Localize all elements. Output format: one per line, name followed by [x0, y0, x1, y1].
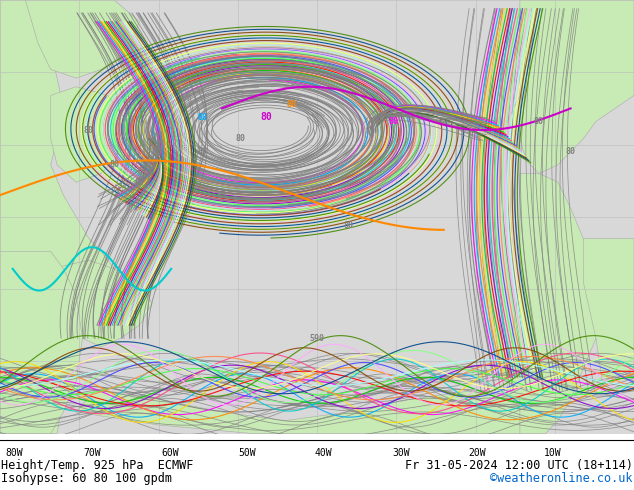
- Text: 80: 80: [534, 117, 544, 126]
- Text: 70W: 70W: [83, 448, 101, 458]
- Text: 80: 80: [261, 112, 272, 122]
- Text: Fr 31-05-2024 12:00 UTC (18+114): Fr 31-05-2024 12:00 UTC (18+114): [404, 459, 633, 472]
- Text: 80: 80: [134, 178, 145, 187]
- Polygon shape: [583, 239, 634, 382]
- Polygon shape: [51, 260, 152, 347]
- Text: 60W: 60W: [161, 448, 179, 458]
- Text: 80: 80: [344, 221, 354, 230]
- Polygon shape: [0, 0, 114, 434]
- Text: 30W: 30W: [392, 448, 410, 458]
- Text: 80: 80: [388, 117, 398, 126]
- Polygon shape: [507, 0, 634, 173]
- Polygon shape: [0, 251, 82, 434]
- Text: 50W: 50W: [238, 448, 256, 458]
- Text: ©weatheronline.co.uk: ©weatheronline.co.uk: [490, 472, 633, 486]
- Text: 80: 80: [84, 125, 94, 135]
- Text: 590: 590: [309, 334, 325, 343]
- Text: 10W: 10W: [544, 448, 562, 458]
- Polygon shape: [76, 390, 520, 434]
- Polygon shape: [51, 87, 127, 182]
- Text: 80: 80: [566, 147, 576, 156]
- Text: 80: 80: [236, 134, 246, 143]
- Text: 80W: 80W: [5, 448, 23, 458]
- Text: 40W: 40W: [314, 448, 332, 458]
- Text: 80: 80: [287, 99, 297, 109]
- Text: 20W: 20W: [468, 448, 486, 458]
- Text: 80: 80: [198, 113, 208, 122]
- Polygon shape: [25, 0, 139, 78]
- Polygon shape: [507, 173, 602, 434]
- Text: 80: 80: [217, 191, 227, 199]
- Text: 80: 80: [109, 160, 119, 169]
- Text: 80: 80: [198, 147, 208, 156]
- Text: Height/Temp. 925 hPa  ECMWF: Height/Temp. 925 hPa ECMWF: [1, 459, 193, 472]
- Text: Isohypse: 60 80 100 gpdm: Isohypse: 60 80 100 gpdm: [1, 472, 172, 486]
